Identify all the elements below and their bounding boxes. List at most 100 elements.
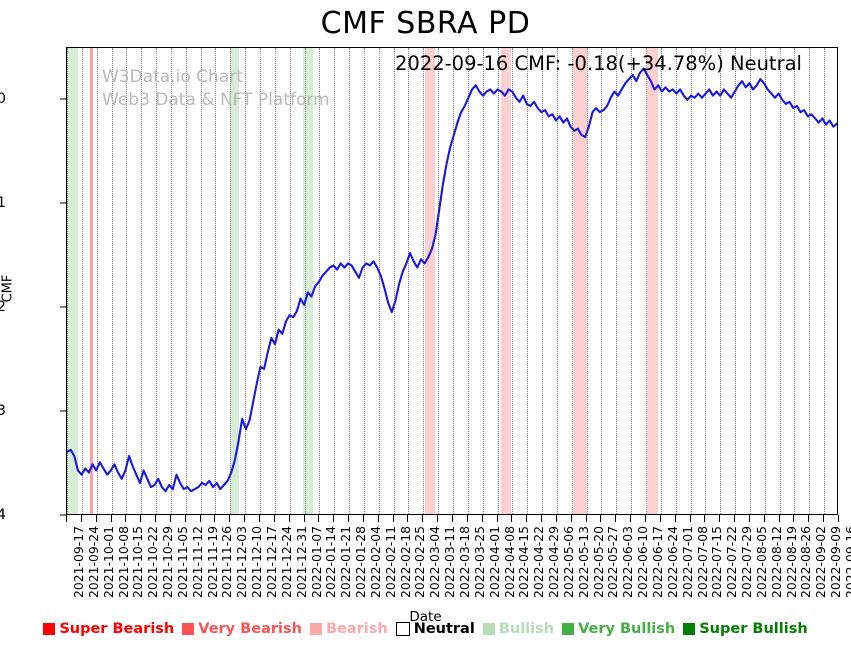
gridline	[646, 48, 647, 514]
cmf-line-series	[67, 48, 837, 514]
legend-label: Bullish	[498, 621, 555, 637]
x-axis-tick-mark	[704, 515, 706, 522]
x-axis-tick-label: 2022-06-17	[650, 526, 665, 599]
x-axis-tick-label: 2022-05-13	[575, 526, 591, 599]
x-axis-tick-mark	[734, 515, 736, 522]
x-axis-tick-mark	[273, 515, 275, 522]
y-axis-tick-mark	[60, 306, 66, 308]
x-axis-tick-mark	[793, 515, 795, 522]
gridline	[601, 48, 603, 514]
x-axis-tick-mark	[838, 515, 839, 522]
sentiment-band-bullish	[230, 48, 240, 514]
x-axis-tick-label: 2021-10-08	[115, 526, 131, 599]
x-axis-tick-mark	[748, 515, 750, 522]
x-axis-tick-label: 2022-07-08	[694, 526, 710, 599]
x-axis-tick-mark	[229, 515, 231, 522]
x-axis-tick-label: 2021-09-17	[71, 526, 86, 599]
x-axis-tick-mark	[184, 515, 186, 522]
gridline	[660, 48, 662, 514]
gridline	[289, 48, 291, 514]
gridlines-layer	[67, 48, 837, 514]
x-axis-tick-label: 2021-11-05	[174, 526, 190, 599]
gridline	[438, 48, 440, 514]
cmf-annotation: 2022-09-16 CMF: -0.18(+34.78%) Neutral	[395, 52, 802, 75]
gridline	[764, 48, 766, 514]
x-axis-tick-mark	[645, 515, 646, 522]
legend-label: Super Bullish	[699, 621, 808, 637]
gridline	[304, 48, 306, 514]
y-axis-label: CMF	[0, 274, 16, 303]
y-axis-tick-label: −3	[0, 403, 6, 419]
x-axis-tick-label: 2021-12-10	[249, 526, 265, 599]
x-axis-tick-mark	[823, 515, 825, 522]
gridline	[349, 48, 351, 514]
x-axis-tick-mark	[481, 515, 483, 522]
gridline	[586, 48, 588, 514]
gridline	[779, 48, 781, 514]
x-axis-tick-label: 2022-01-07	[308, 526, 324, 599]
gridline	[824, 48, 826, 514]
y-axis-tick-label: −1	[0, 195, 6, 211]
y-axis-tick-label: −4	[0, 507, 6, 523]
gridline	[260, 48, 261, 514]
gridline	[200, 48, 202, 514]
x-axis-label: Date	[409, 609, 442, 625]
x-axis-tick-label: 2022-01-21	[338, 526, 354, 599]
gridline	[690, 48, 692, 514]
x-axis-tick-mark	[511, 515, 513, 522]
x-axis-tick-mark	[140, 515, 142, 522]
gridline	[96, 48, 98, 514]
x-axis-tick-label: 2022-06-03	[620, 526, 636, 599]
x-axis-tick-mark	[169, 515, 171, 522]
legend-item-neutral[interactable]: Neutral	[392, 621, 479, 637]
gridline	[482, 48, 484, 514]
x-axis-tick-mark	[763, 515, 765, 522]
legend-item-bullish[interactable]: Bullish	[479, 621, 558, 637]
gridline	[423, 48, 425, 514]
gridline	[185, 48, 187, 514]
x-axis-tick-label: 2022-02-25	[412, 526, 428, 599]
legend-swatch-icon	[43, 623, 56, 635]
sentiment-band-bearish	[424, 48, 436, 514]
x-axis-tick-label: 2022-05-27	[605, 526, 621, 599]
legend-label: Neutral	[413, 621, 475, 637]
gridline	[156, 48, 158, 514]
legend-item-super-bullish[interactable]: Super Bullish	[679, 621, 811, 637]
gridline	[170, 48, 172, 514]
x-axis-tick-label: 2022-09-02	[813, 526, 829, 599]
x-axis-tick-mark	[778, 515, 780, 522]
x-axis-tick-mark	[214, 515, 216, 522]
x-axis-tick-mark	[630, 515, 632, 522]
legend: Super Bearish Very Bearish Bearish Neutral B…	[0, 621, 851, 637]
gridline	[111, 48, 113, 514]
y-axis-tick-mark	[60, 202, 66, 204]
gridline	[631, 48, 633, 514]
x-axis-tick-mark	[199, 515, 201, 522]
x-axis-tick-label: 2022-01-14	[323, 526, 339, 599]
x-axis-tick-label: 2022-01-28	[353, 526, 369, 599]
x-axis-tick-mark	[348, 515, 350, 522]
x-axis-tick-label: 2021-12-31	[293, 526, 309, 599]
x-axis-tick-mark	[377, 515, 379, 522]
x-axis-tick-mark	[95, 515, 97, 522]
x-axis-tick-label: 2021-11-12	[189, 526, 205, 599]
x-axis-tick-label: 2022-07-15	[709, 526, 725, 599]
cmf-line	[67, 69, 837, 492]
x-axis-tick-mark	[585, 515, 587, 522]
x-axis-tick-mark	[110, 515, 112, 522]
sentiment-band-bearish	[500, 48, 511, 514]
legend-label: Very Bearish	[198, 621, 302, 637]
gridline	[749, 48, 751, 514]
legend-item-bearish[interactable]: Bearish	[306, 621, 392, 637]
x-axis-tick-label: 2021-09-24	[85, 526, 101, 599]
legend-item-very-bearish[interactable]: Very Bearish	[178, 621, 306, 637]
x-axis-tick-mark	[689, 515, 691, 522]
x-axis-tick-label: 2022-04-15	[516, 526, 532, 599]
gridline	[571, 48, 573, 514]
gridline	[274, 48, 276, 514]
x-axis-tick-label: 2022-06-10	[635, 526, 651, 599]
legend-item-super-bearish[interactable]: Super Bearish	[39, 621, 178, 637]
sentiment-bands-layer	[67, 48, 837, 514]
legend-item-very-bullish[interactable]: Very Bullish	[558, 621, 679, 637]
x-axis-tick-mark	[362, 515, 364, 522]
